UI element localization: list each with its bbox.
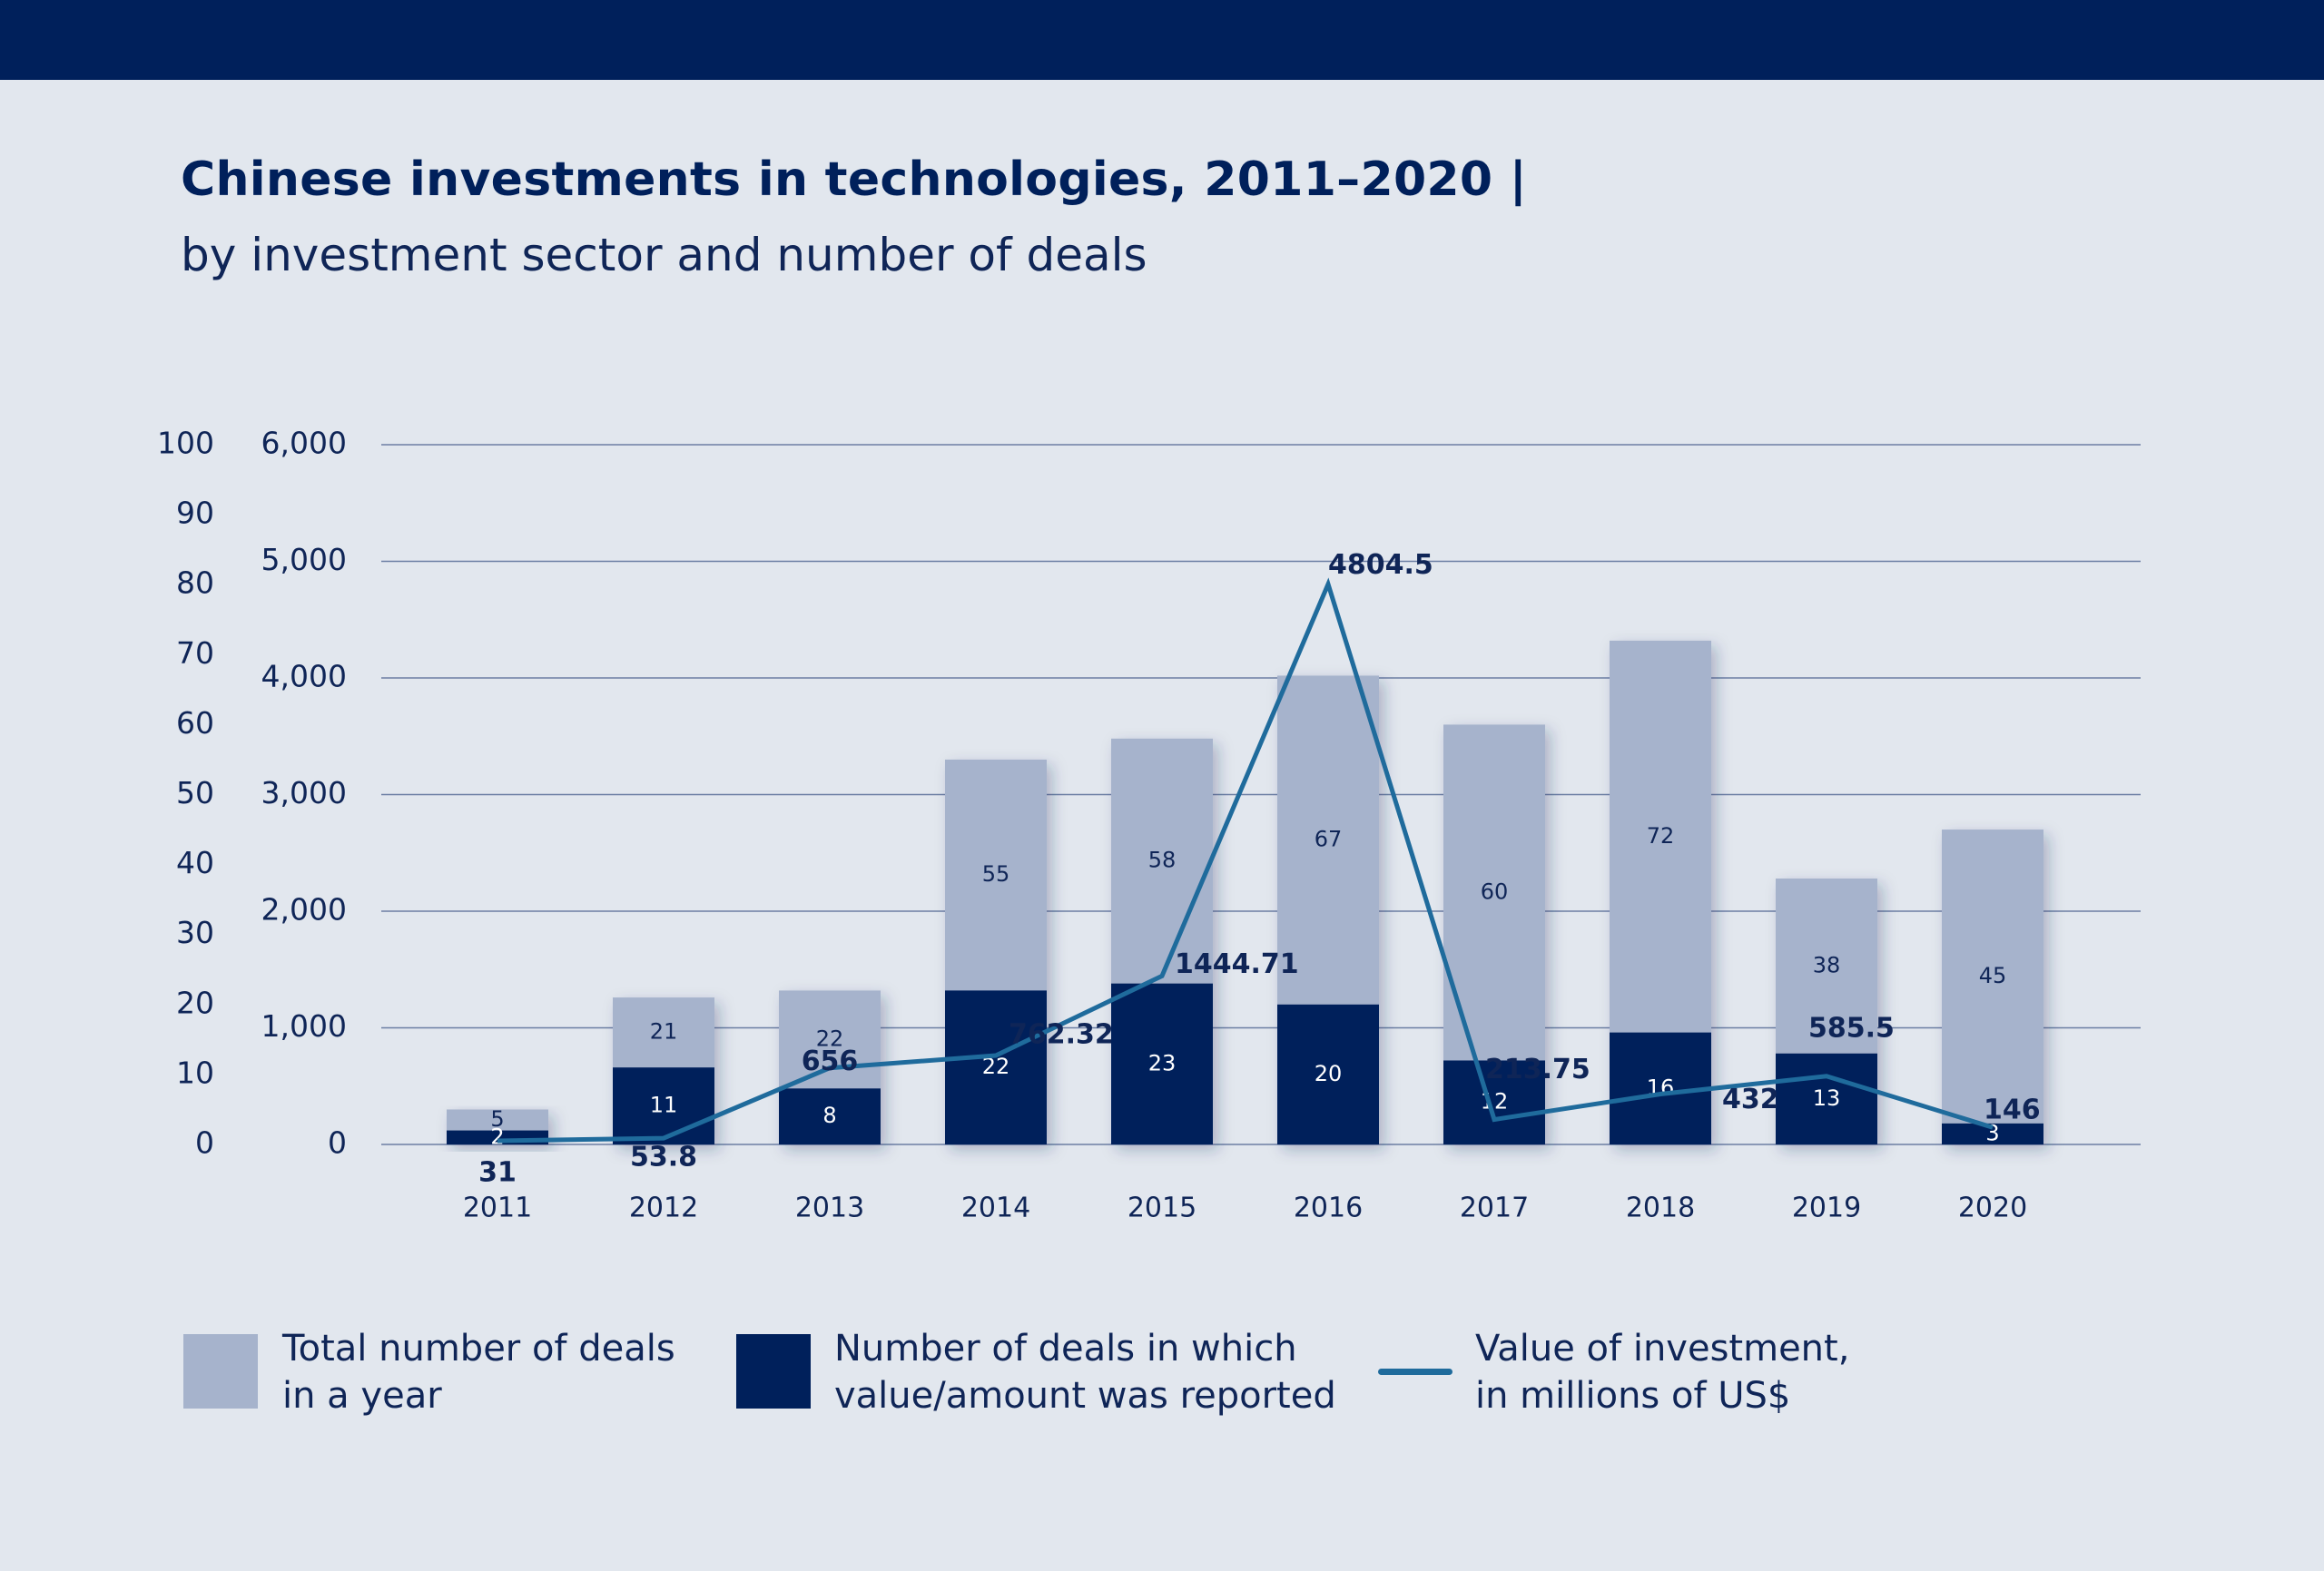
bar-reported bbox=[1111, 983, 1213, 1144]
legend-swatch-value-line bbox=[1378, 1369, 1452, 1375]
bar-reported-label: 23 bbox=[1148, 1050, 1177, 1075]
chart-subtitle: by investment sector and number of deals bbox=[181, 229, 1147, 281]
left-axis-tick-label: 40 bbox=[176, 845, 214, 880]
bar-reported-label: 13 bbox=[1813, 1085, 1841, 1111]
bar-total-label: 5 bbox=[490, 1106, 504, 1132]
bar-reported bbox=[1443, 1060, 1545, 1144]
chart-title: Chinese investments in technologies, 201… bbox=[181, 152, 1528, 207]
x-axis-category-label: 2017 bbox=[1460, 1193, 1529, 1224]
legend-label-value: Value of investment, in millions of US$ bbox=[1475, 1328, 1850, 1417]
bar-total-label: 21 bbox=[650, 1019, 678, 1045]
legend-swatch-total bbox=[183, 1334, 258, 1409]
left-axis-tick-label: 80 bbox=[176, 565, 214, 601]
bar-total bbox=[1942, 830, 2043, 1144]
right-axis-tick-label: 4,000 bbox=[261, 659, 347, 694]
bar-reported bbox=[779, 1088, 881, 1144]
left-axis-tick-label: 50 bbox=[176, 775, 214, 810]
x-axis-category-label: 2011 bbox=[463, 1193, 532, 1224]
value-line-label: 1444.71 bbox=[1175, 948, 1299, 980]
bar-total-label: 45 bbox=[1979, 963, 2007, 988]
bar-total-label: 22 bbox=[816, 1026, 844, 1051]
left-axis-tick-label: 10 bbox=[176, 1055, 214, 1090]
bar-reported bbox=[1776, 1053, 1877, 1144]
x-axis-category-label: 2015 bbox=[1128, 1193, 1196, 1224]
bar-reported-label: 8 bbox=[822, 1103, 836, 1128]
value-line-label: 656 bbox=[802, 1046, 859, 1077]
bar-reported-label: 2 bbox=[490, 1124, 504, 1149]
value-line-label: 762.32 bbox=[1009, 1019, 1114, 1051]
value-line-label: 213.75 bbox=[1485, 1054, 1590, 1085]
right-axis-tick-label: 2,000 bbox=[261, 892, 347, 928]
top-banner bbox=[0, 0, 2324, 80]
value-line-label: 432 bbox=[1722, 1084, 1779, 1115]
bar-total-label: 58 bbox=[1148, 848, 1177, 873]
bar-reported-label: 20 bbox=[1315, 1061, 1343, 1086]
left-axis-tick-label: 60 bbox=[176, 705, 214, 741]
x-axis-category-label: 2018 bbox=[1626, 1193, 1695, 1224]
x-axis-category-label: 2013 bbox=[795, 1193, 864, 1224]
left-axis-tick-label: 100 bbox=[157, 426, 214, 461]
legend-label-reported: Number of deals in which value/amount wa… bbox=[834, 1328, 1336, 1417]
left-axis-tick-label: 0 bbox=[195, 1125, 214, 1161]
bar-reported bbox=[945, 990, 1047, 1144]
value-line-label: 31 bbox=[478, 1157, 517, 1189]
legend-label-total: Total number of deals in a year bbox=[282, 1328, 675, 1417]
bar-reported bbox=[1942, 1123, 2043, 1144]
x-axis-category-label: 2016 bbox=[1294, 1193, 1363, 1224]
legend-swatch-reported bbox=[736, 1334, 811, 1409]
right-axis-tick-label: 5,000 bbox=[261, 542, 347, 577]
left-axis-tick-label: 30 bbox=[176, 915, 214, 950]
bar-total-label: 72 bbox=[1647, 823, 1675, 849]
x-axis-category-label: 2012 bbox=[629, 1193, 698, 1224]
right-axis-tick-label: 0 bbox=[328, 1125, 347, 1161]
x-axis-category-label: 2020 bbox=[1958, 1193, 2027, 1224]
right-axis-tick-label: 1,000 bbox=[261, 1008, 347, 1044]
x-axis-category-label: 2014 bbox=[961, 1193, 1030, 1224]
right-axis-tick-label: 6,000 bbox=[261, 426, 347, 461]
bar-total-label: 55 bbox=[982, 861, 1010, 887]
bar-reported bbox=[613, 1067, 714, 1144]
value-line-label: 53.8 bbox=[630, 1142, 697, 1173]
left-axis-tick-label: 70 bbox=[176, 635, 214, 671]
left-axis-tick-label: 90 bbox=[176, 496, 214, 531]
value-line-label: 4804.5 bbox=[1328, 549, 1433, 581]
bar-reported bbox=[1277, 1004, 1379, 1144]
bar-total-label: 60 bbox=[1481, 879, 1509, 904]
x-axis-category-label: 2019 bbox=[1792, 1193, 1861, 1224]
right-axis-tick-label: 3,000 bbox=[261, 775, 347, 810]
left-axis-tick-label: 20 bbox=[176, 985, 214, 1020]
bar-reported-label: 11 bbox=[650, 1093, 678, 1118]
bar-total-label: 38 bbox=[1813, 952, 1841, 977]
value-line bbox=[497, 577, 1994, 1144]
value-line-label: 585.5 bbox=[1808, 1012, 1895, 1044]
bar-total-label: 67 bbox=[1315, 827, 1343, 852]
value-line-label: 146 bbox=[1984, 1095, 2041, 1126]
